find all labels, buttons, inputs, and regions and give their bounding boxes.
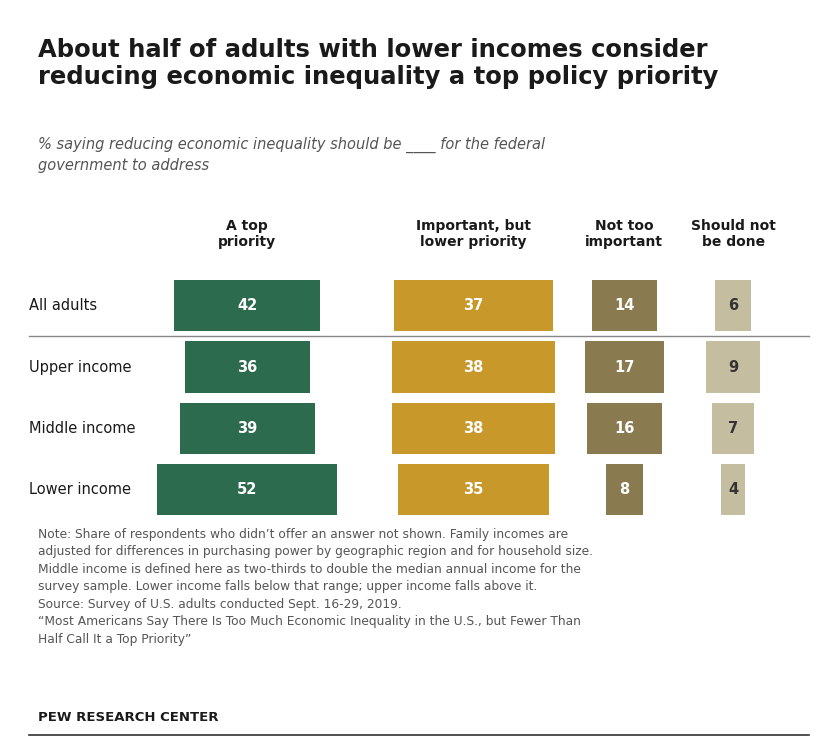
- Text: 4: 4: [728, 482, 738, 497]
- FancyBboxPatch shape: [185, 342, 309, 393]
- Text: PEW RESEARCH CENTER: PEW RESEARCH CENTER: [38, 711, 218, 724]
- Text: 35: 35: [463, 482, 484, 497]
- Text: 52: 52: [237, 482, 257, 497]
- Text: Upper income: Upper income: [29, 360, 132, 375]
- Text: Lower income: Lower income: [29, 482, 132, 497]
- Text: Not too
important: Not too important: [585, 219, 664, 249]
- FancyBboxPatch shape: [706, 342, 761, 393]
- FancyBboxPatch shape: [587, 403, 662, 454]
- Text: 14: 14: [614, 299, 634, 314]
- FancyBboxPatch shape: [391, 403, 555, 454]
- Text: Important, but
lower priority: Important, but lower priority: [416, 219, 531, 249]
- Text: 17: 17: [614, 360, 634, 375]
- FancyBboxPatch shape: [158, 464, 337, 515]
- FancyBboxPatch shape: [715, 280, 752, 332]
- Text: 7: 7: [728, 421, 738, 436]
- FancyBboxPatch shape: [179, 403, 315, 454]
- Text: 38: 38: [463, 360, 484, 375]
- Text: Note: Share of respondents who didn’t offer an answer not shown. Family incomes : Note: Share of respondents who didn’t of…: [38, 528, 592, 645]
- FancyBboxPatch shape: [398, 464, 549, 515]
- Text: 16: 16: [614, 421, 634, 436]
- Text: 9: 9: [728, 360, 738, 375]
- Text: % saying reducing economic inequality should be ____ for the federal
government : % saying reducing economic inequality sh…: [38, 137, 545, 173]
- Text: All adults: All adults: [29, 299, 97, 314]
- Text: 6: 6: [728, 299, 738, 314]
- Text: 37: 37: [463, 299, 484, 314]
- Text: 8: 8: [619, 482, 629, 497]
- Text: About half of adults with lower incomes consider
reducing economic inequality a : About half of adults with lower incomes …: [38, 38, 718, 88]
- FancyBboxPatch shape: [585, 342, 665, 393]
- FancyBboxPatch shape: [592, 280, 657, 332]
- FancyBboxPatch shape: [606, 464, 643, 515]
- FancyBboxPatch shape: [174, 280, 320, 332]
- FancyBboxPatch shape: [712, 403, 754, 454]
- Text: A top
priority: A top priority: [218, 219, 277, 249]
- Text: 36: 36: [237, 360, 257, 375]
- FancyBboxPatch shape: [722, 464, 745, 515]
- Text: 39: 39: [237, 421, 257, 436]
- Text: Should not
be done: Should not be done: [691, 219, 776, 249]
- Text: 38: 38: [463, 421, 484, 436]
- Text: 42: 42: [237, 299, 257, 314]
- FancyBboxPatch shape: [391, 342, 555, 393]
- FancyBboxPatch shape: [394, 280, 553, 332]
- Text: Middle income: Middle income: [29, 421, 136, 436]
